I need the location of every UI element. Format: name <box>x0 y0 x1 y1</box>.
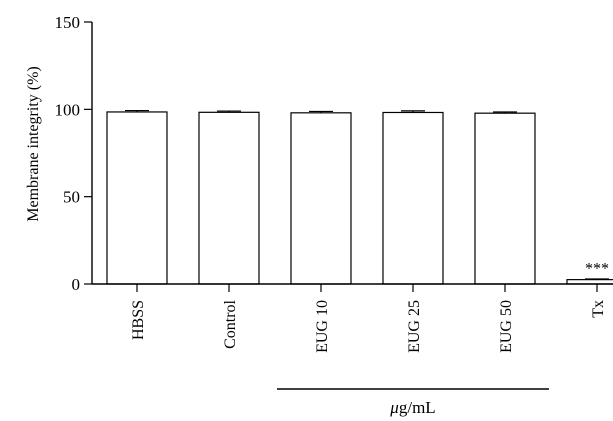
bar <box>474 112 536 285</box>
y-tick-label: 100 <box>55 100 81 119</box>
y-tick-label: 50 <box>63 188 80 207</box>
x-tick-label: HBSS <box>130 300 147 340</box>
y-tick-label: 150 <box>55 13 81 32</box>
bar <box>290 112 352 285</box>
significance-annotation: *** <box>585 261 609 278</box>
y-axis-label: Membrane integrity (%) <box>25 66 42 222</box>
y-tick-label: 0 <box>72 275 81 294</box>
x-tick-label: EUG 50 <box>498 300 515 353</box>
bar <box>106 111 168 285</box>
x-axis: HBSS Control EUG 10 EUG 25 EUG 50 Tx <box>92 283 613 353</box>
bar <box>198 111 260 285</box>
x-tick-label: Tx <box>590 300 607 318</box>
group-unit-label: μg/mL <box>389 398 435 417</box>
y-axis: 0 50 100 150 <box>55 13 93 294</box>
x-tick-label: Control <box>222 299 239 348</box>
x-tick-label: EUG 10 <box>314 300 331 353</box>
bar <box>382 111 444 285</box>
bars: *** <box>106 109 613 285</box>
x-tick-label: EUG 25 <box>406 300 423 353</box>
